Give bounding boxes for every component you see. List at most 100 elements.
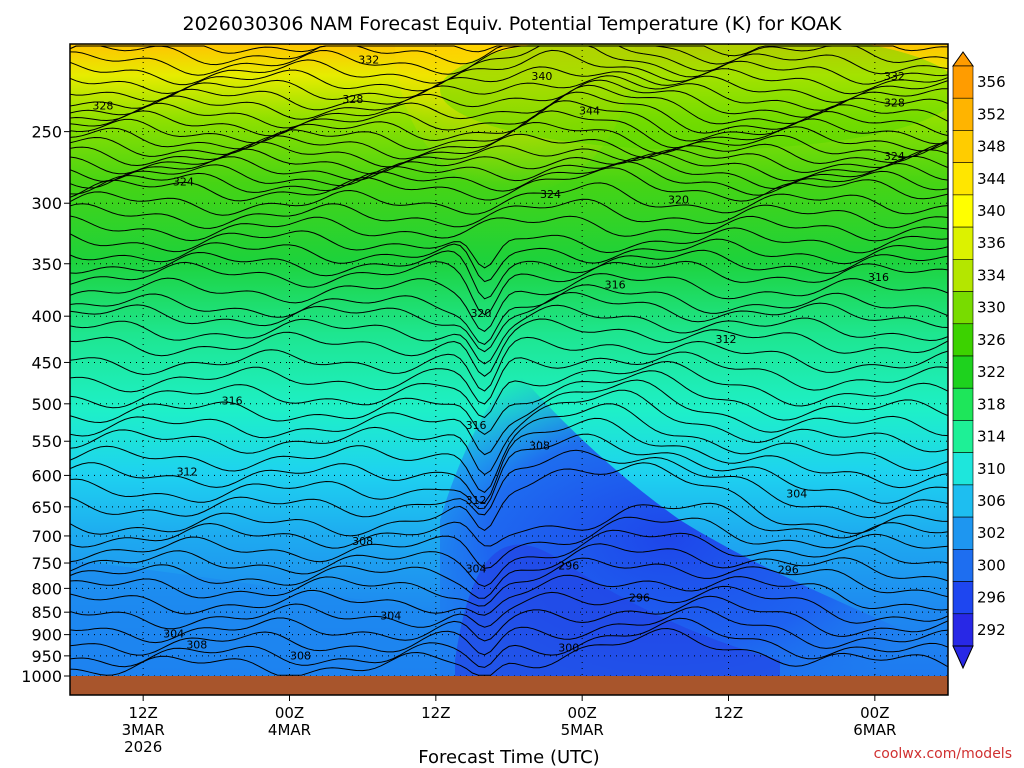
contour-label-text: 296 xyxy=(778,563,799,576)
colorbar-label: 336 xyxy=(977,234,1006,252)
contour-label: 316 xyxy=(868,271,889,284)
contour-label-text: 328 xyxy=(92,100,113,113)
colorbar-label: 348 xyxy=(977,138,1006,156)
x-tick-label: 4MAR xyxy=(268,721,311,739)
colorbar: 356 352 348 344 340 336 334 330 326 322 318 314 310 3… xyxy=(952,51,1006,670)
colorbar-label: 334 xyxy=(977,266,1006,284)
contour-line xyxy=(70,606,948,656)
contour-label: 312 xyxy=(466,494,487,507)
contour-label-text: 308 xyxy=(529,439,550,452)
contour-label: 316 xyxy=(466,419,487,432)
y-tick-label: 950 xyxy=(31,647,62,666)
colorbar-swatch xyxy=(952,162,974,196)
contour-label-text: 324 xyxy=(540,188,561,201)
y-axis: 250 300 350 400 450 500 550 600 650 700 750 800 850 9… xyxy=(21,123,70,686)
contour-line xyxy=(70,291,948,353)
y-tick-label: 400 xyxy=(31,307,62,326)
colorbar-label: 344 xyxy=(977,170,1006,188)
contour-line xyxy=(70,370,948,436)
contour-label-text: 332 xyxy=(884,70,905,83)
contour-label: 312 xyxy=(177,465,198,478)
contour-line xyxy=(70,336,948,392)
colorbar-swatch xyxy=(952,323,974,357)
contour-label-text: 344 xyxy=(579,105,600,118)
colorbar-label: 326 xyxy=(977,331,1006,349)
contour-line xyxy=(70,462,948,537)
contour-label-text: 328 xyxy=(884,96,905,109)
contour-line xyxy=(70,449,948,519)
colorbar-label: 292 xyxy=(977,621,1006,639)
ground-surface xyxy=(70,676,948,695)
y-tick-label: 850 xyxy=(31,603,62,622)
contour-label-text: 296 xyxy=(629,592,650,605)
contour-label-text: 304 xyxy=(466,563,487,576)
contour-line xyxy=(70,79,948,120)
colorbar-label: 302 xyxy=(977,524,1006,542)
contour-line xyxy=(70,557,948,607)
contour-label-text: 340 xyxy=(531,70,552,83)
x-tick-label: 12Z xyxy=(128,704,157,722)
cold-core-region xyxy=(455,544,780,676)
contour-label-text: 304 xyxy=(786,487,807,500)
x-tick-label: 00Z xyxy=(860,704,889,722)
contour-lines xyxy=(70,45,948,676)
contour-line xyxy=(70,84,948,129)
contour-line xyxy=(70,75,948,111)
contour-label: 316 xyxy=(222,395,243,408)
contour-label: 324 xyxy=(173,176,194,189)
contour-line xyxy=(70,585,948,630)
colorbar-label: 322 xyxy=(977,363,1006,381)
colorbar-label: 296 xyxy=(977,589,1006,607)
y-tick-label: 450 xyxy=(31,353,62,372)
colorbar-label: 356 xyxy=(977,73,1006,91)
contour-label: 308 xyxy=(290,649,311,662)
contour-label-text: 308 xyxy=(290,649,311,662)
contour-line xyxy=(70,574,948,616)
colorbar-swatch xyxy=(952,516,974,550)
contour-line xyxy=(70,152,948,182)
x-axis-label: Forecast Time (UTC) xyxy=(418,747,599,768)
colorbar-swatch xyxy=(952,194,974,228)
contour-line xyxy=(70,45,948,66)
contour-label-text: 312 xyxy=(716,333,737,346)
colorbar-swatch xyxy=(952,387,974,421)
contour-label: 308 xyxy=(186,639,207,652)
colorbar-swatch xyxy=(952,355,974,389)
contour-line xyxy=(70,121,948,160)
contour-label: 308 xyxy=(352,535,373,548)
contour-line xyxy=(70,433,948,510)
x-tick-label: 12Z xyxy=(714,704,743,722)
contour-label: 332 xyxy=(358,53,379,66)
contour-line xyxy=(70,304,948,365)
contour-label-text: 320 xyxy=(470,307,491,320)
contour-label-text: 324 xyxy=(884,150,905,163)
contour-label-text: 312 xyxy=(466,494,487,507)
contour-label: 340 xyxy=(531,70,552,83)
contour-line xyxy=(70,389,948,476)
contour-line xyxy=(70,227,948,269)
contour-label: 316 xyxy=(605,279,626,292)
colorbar-swatch xyxy=(952,452,974,486)
contour-label-text: 312 xyxy=(177,465,198,478)
colorbar-swatch xyxy=(952,97,974,131)
contour-label: 320 xyxy=(470,307,491,320)
contour-label-text: 316 xyxy=(605,279,626,292)
colorbar-label: 310 xyxy=(977,460,1006,478)
contour-label-text: 320 xyxy=(668,193,689,206)
y-tick-label: 800 xyxy=(31,579,62,598)
contour-line xyxy=(70,627,948,676)
contour-label-text: 316 xyxy=(222,395,243,408)
plot-area: 332 340 344 332 328 328 328 324 320 324 324 320 316 3… xyxy=(70,44,948,676)
colorbar-swatch xyxy=(952,581,974,615)
contour-labels: 332 340 344 332 328 328 328 324 320 324 324 320 316 3… xyxy=(92,53,905,662)
y-tick-label: 650 xyxy=(31,498,62,517)
x-tick-label: 12Z xyxy=(421,704,450,722)
colorbar-swatch xyxy=(952,420,974,453)
contour-line xyxy=(70,167,948,202)
high-theta-ridge xyxy=(395,44,635,194)
colorbar-swatch xyxy=(952,259,974,292)
contour-label: 304 xyxy=(163,627,184,640)
contour-label-text: 328 xyxy=(342,93,363,106)
y-tick-label: 350 xyxy=(31,255,62,274)
